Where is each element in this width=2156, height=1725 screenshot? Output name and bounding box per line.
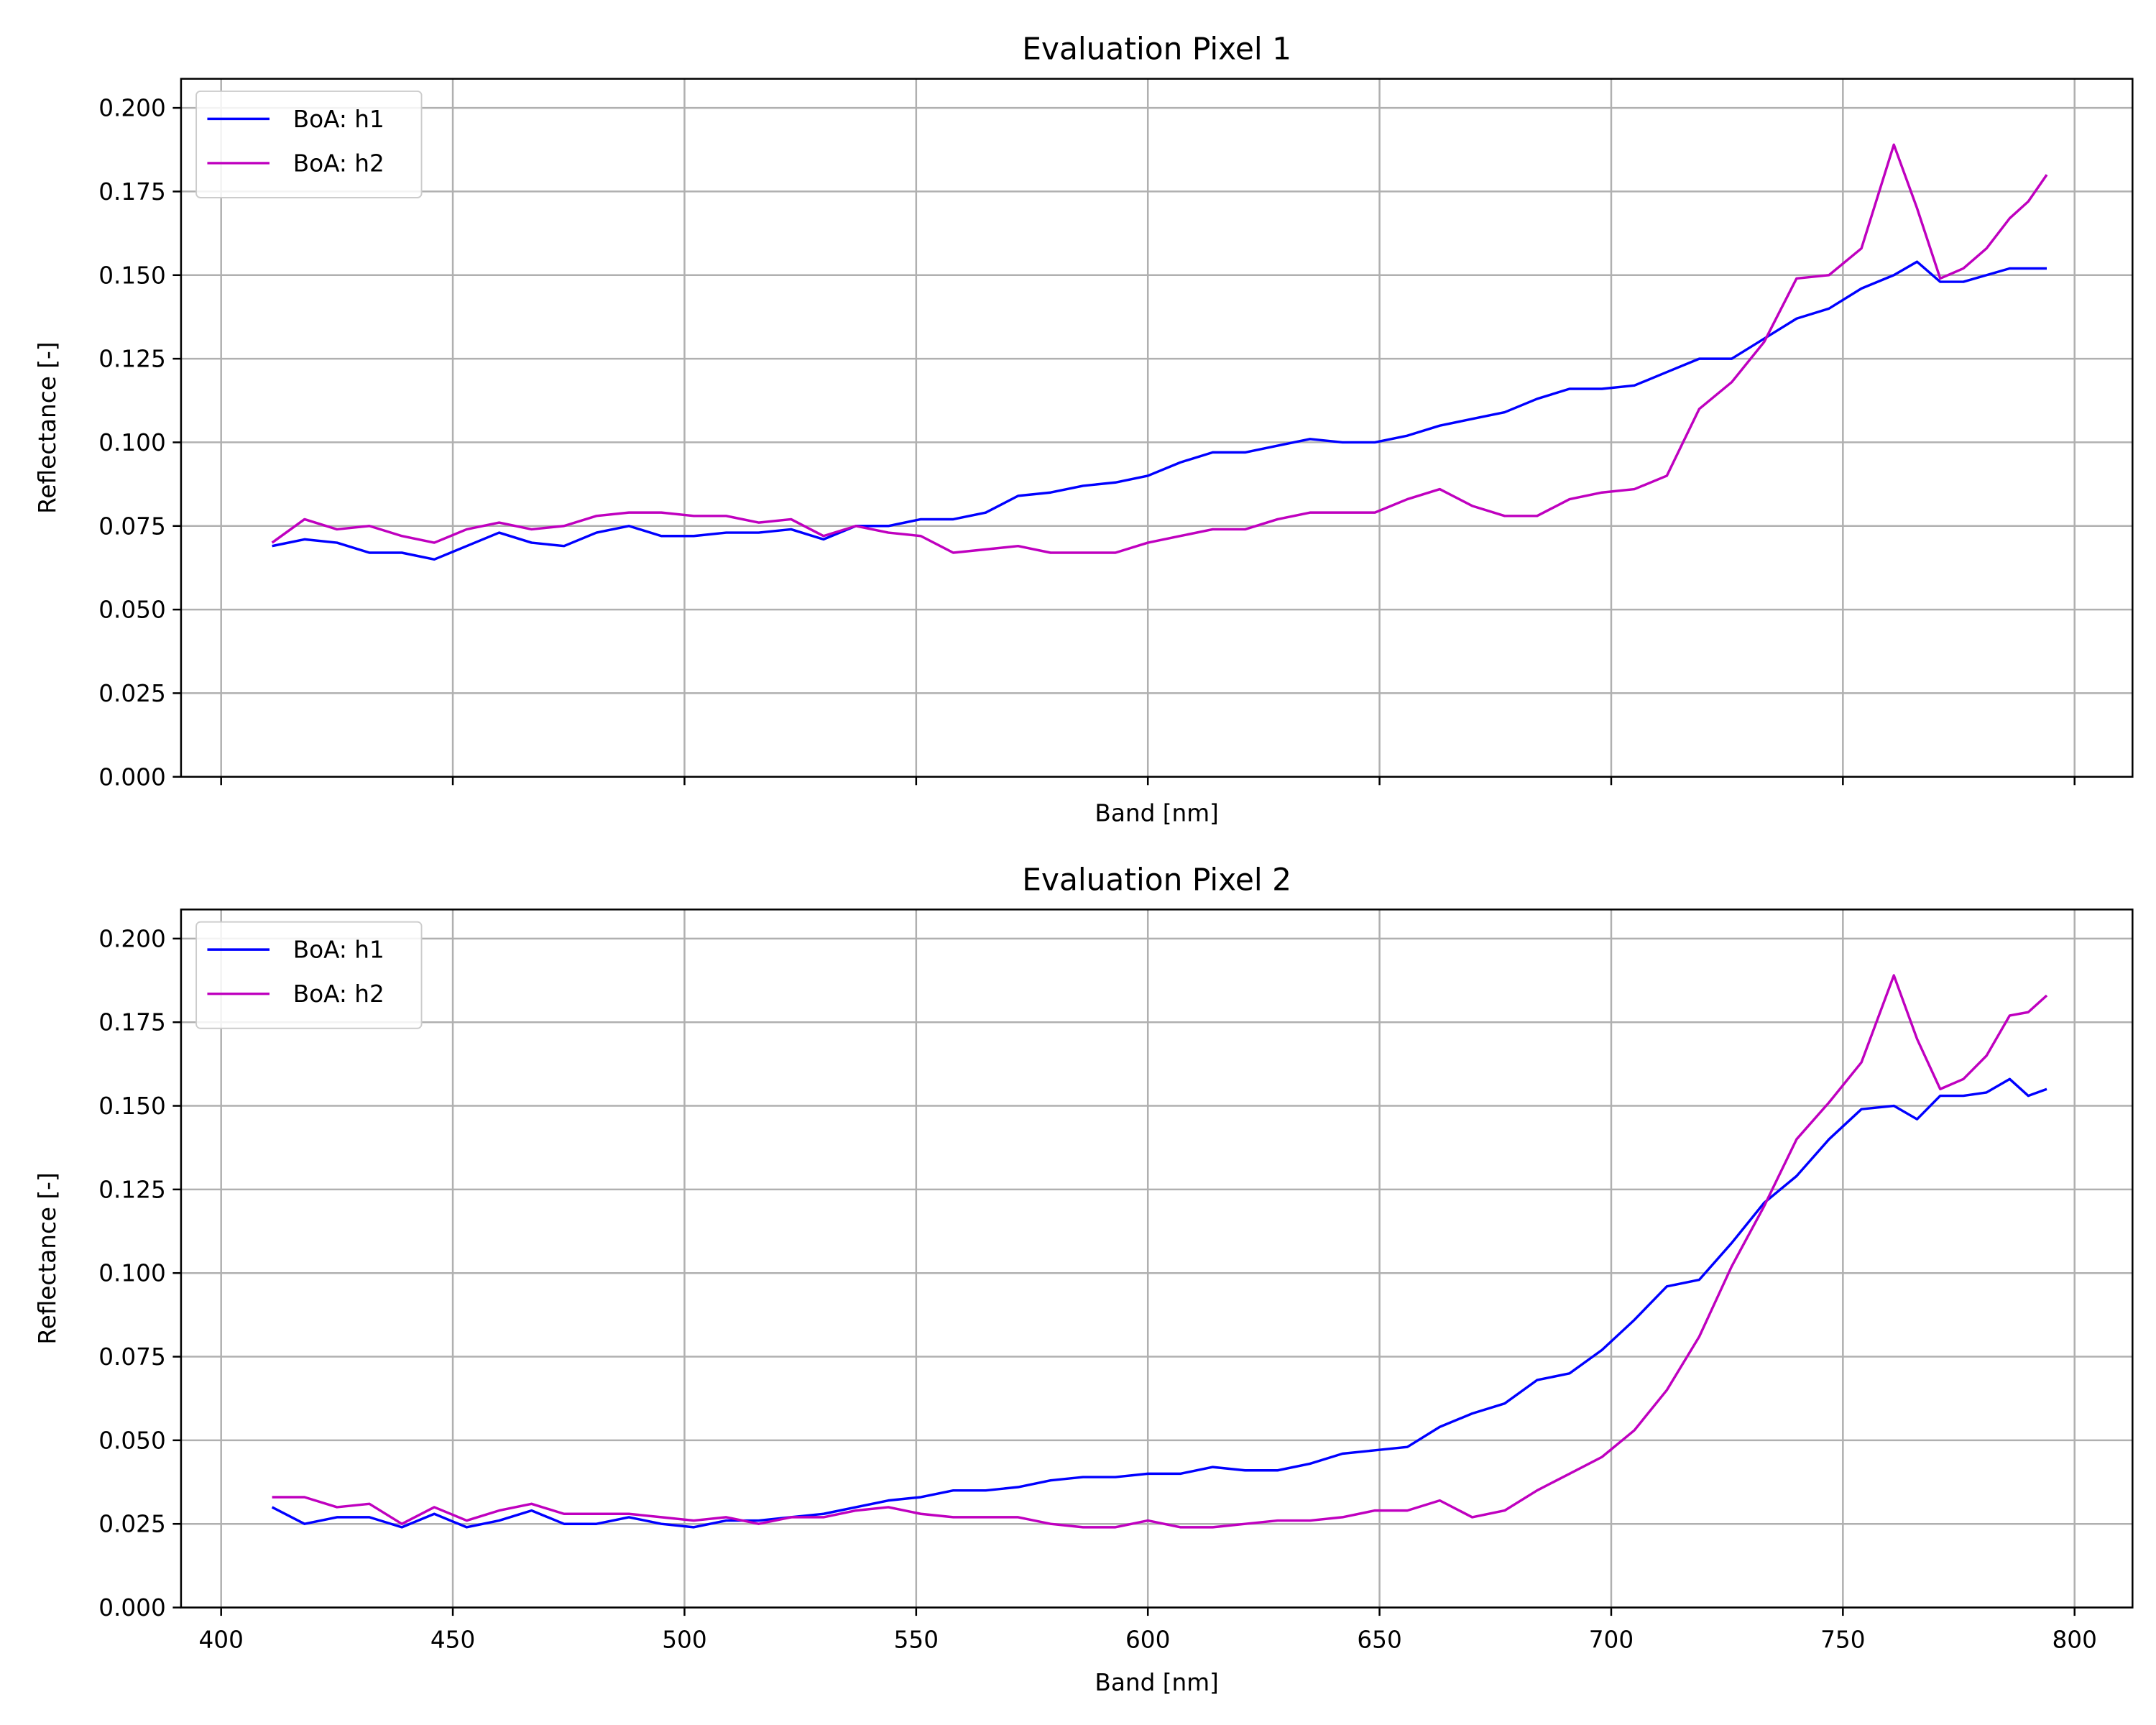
- y-axis-label: Reflectance [-]: [34, 342, 61, 514]
- plot-frame: [180, 78, 2134, 778]
- legend-label: BoA: h1: [293, 937, 384, 964]
- legend-label: BoA: h2: [293, 150, 384, 177]
- y-tick-label: 0.000: [98, 1594, 166, 1622]
- y-tick-label: 0.125: [98, 346, 166, 373]
- y-tick-label: 0.025: [98, 680, 166, 707]
- x-axis-label: Band [nm]: [1095, 799, 1218, 827]
- series-line: [271, 1077, 2047, 1529]
- plot: Evaluation Pixel 1 0.000 0.025 0.050 0.075 0.…: [34, 32, 2134, 827]
- series-line: [272, 260, 2047, 561]
- y-axis-label: Reflectance [-]: [34, 1172, 61, 1344]
- y-tick-label: 0.075: [98, 1343, 166, 1371]
- x-tick-label: 450: [430, 1626, 475, 1653]
- y-tick-label: 0.100: [98, 1260, 166, 1287]
- x-tick-label: 800: [2053, 1626, 2097, 1653]
- x-tick-label: 700: [1589, 1626, 1634, 1653]
- y-tick-label: 0.050: [98, 597, 166, 624]
- legend-label: BoA: h1: [293, 106, 384, 133]
- x-tick-label: 650: [1357, 1626, 1401, 1653]
- y-tick-label: 0.025: [98, 1511, 166, 1538]
- y-tick-label: 0.075: [98, 512, 166, 540]
- y-tick-label: 0.050: [98, 1427, 166, 1454]
- y-tick-label: 0.175: [98, 1009, 166, 1036]
- x-tick-label: 750: [1820, 1626, 1865, 1653]
- y-tick-label: 0.125: [98, 1176, 166, 1203]
- y-tick-label: 0.100: [98, 429, 166, 456]
- plot: Evaluation Pixel 2 400 450 500 550 600 650 700 7…: [34, 862, 2134, 1696]
- x-axis-label: Band [nm]: [1095, 1669, 1218, 1696]
- legend-label: BoA: h2: [293, 980, 384, 1008]
- x-tick-label: 550: [894, 1626, 939, 1653]
- x-tick-label: 600: [1125, 1626, 1170, 1653]
- y-tick-label: 0.150: [98, 262, 166, 289]
- plot-frame: [180, 908, 2134, 1609]
- y-tick-label: 0.000: [98, 763, 166, 791]
- y-tick-label: 0.200: [98, 95, 166, 122]
- y-tick-label: 0.200: [98, 925, 166, 952]
- y-tick-label: 0.150: [98, 1092, 166, 1120]
- x-tick-label: 400: [198, 1626, 243, 1653]
- x-tick-label: 500: [662, 1626, 706, 1653]
- series-line: [272, 974, 2048, 1529]
- series-line: [271, 143, 2048, 554]
- chart-title: Evaluation Pixel 2: [1022, 862, 1291, 897]
- y-tick-label: 0.175: [98, 178, 166, 206]
- chart-title: Evaluation Pixel 1: [1022, 32, 1291, 67]
